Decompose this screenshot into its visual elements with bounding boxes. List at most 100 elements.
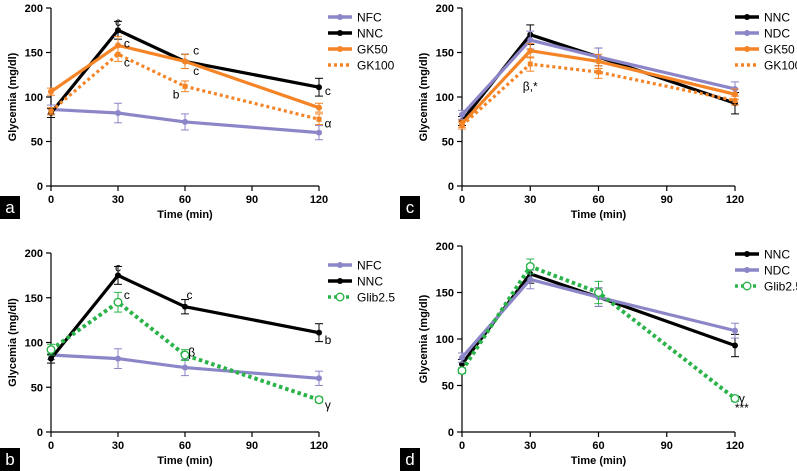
legend-item-nnc: NNC (735, 11, 790, 25)
panel-letter-box (400, 196, 420, 219)
data-point (732, 327, 738, 334)
x-tick-label: 90 (661, 194, 673, 206)
legend-marker (337, 278, 343, 284)
x-tick-label: 30 (112, 440, 124, 452)
legend-label: GK50 (357, 43, 388, 57)
data-point (595, 58, 602, 65)
data-point (182, 83, 188, 89)
legend-item-ndc: NDC (735, 27, 790, 41)
x-tick-label: 120 (310, 440, 328, 452)
panel-d: 0 50 100 150 200 0 30 60 90 120 Time (min) Glycemia… (400, 241, 797, 471)
legend-marker (337, 30, 343, 36)
panel-letter-box (0, 196, 20, 219)
significance-annotation: c (124, 37, 130, 51)
series-nnc (47, 265, 323, 364)
data-point (316, 375, 322, 382)
legend-label: Glib2.5 (764, 280, 797, 294)
legend-item-ndc: NDC (735, 264, 790, 278)
legend-marker (744, 46, 750, 52)
y-tick-label: 100 (25, 338, 43, 350)
x-tick-label: 60 (592, 440, 604, 452)
legend-label: NNC (357, 27, 383, 41)
legend-label: GK50 (764, 43, 795, 57)
significance-annotation: b (325, 333, 332, 347)
x-tick-label: 60 (179, 194, 191, 206)
data-point (594, 288, 604, 298)
panel-letter-text: d (405, 450, 414, 469)
x-tick-label: 120 (310, 194, 328, 206)
x-tick-label: 90 (246, 194, 258, 206)
data-point (316, 104, 322, 111)
y-tick-label: 200 (436, 241, 454, 253)
series-line-glib2-5 (49, 300, 320, 402)
y-tick-label: 200 (436, 3, 454, 15)
y-tick-label: 150 (436, 288, 454, 300)
significance-annotation: c (124, 55, 130, 69)
series-line-gk50 (460, 49, 736, 125)
y-tick-label: 50 (31, 137, 43, 149)
x-tick-label: 60 (592, 194, 604, 206)
data-point (115, 272, 121, 279)
legend-marker (337, 14, 343, 20)
significance-annotation: c (186, 288, 192, 302)
x-tick-label: 90 (661, 440, 673, 452)
data-point (730, 394, 740, 404)
legend-marker (742, 281, 752, 291)
legend-item-glib2-5: Glib2.5 (735, 280, 797, 294)
panel-letter-text: b (5, 450, 14, 469)
legend-item-glib2-5: Glib2.5 (328, 291, 395, 305)
y-axis-title: Glycemia (mg/dl) (418, 294, 430, 383)
panel-letter-box (0, 448, 20, 471)
significance-annotation: c (193, 44, 199, 58)
data-point (459, 111, 465, 118)
legend-label: NNC (357, 275, 383, 289)
data-point (527, 37, 534, 44)
x-tick-label: 0 (48, 194, 54, 206)
legend-item-nnc: NNC (328, 275, 383, 289)
significance-annotation: c (325, 84, 331, 98)
data-point (527, 276, 534, 283)
y-tick-label: 150 (25, 293, 43, 305)
panel-letter-d: d (400, 448, 420, 471)
data-point (316, 116, 322, 122)
legend: NFC NNC Glib2.5 (328, 259, 395, 305)
y-tick-label: 150 (25, 48, 43, 60)
series-line-nfc (50, 107, 320, 135)
y-axis-title: Glycemia (mg/dl) (7, 298, 19, 387)
series-glib2-5 (457, 258, 740, 404)
panel-a: 0 50 100 150 200 0 30 60 90 120 Time (min) Glycemia… (0, 3, 395, 221)
y-tick-label: 100 (436, 92, 454, 104)
legend-marker (335, 292, 345, 302)
legend-label: NFC (357, 11, 382, 25)
x-tick-label: 0 (459, 194, 465, 206)
panel-letter-b: b (0, 448, 20, 471)
y-tick-label: 50 (442, 381, 454, 393)
significance-annotation: b (173, 87, 180, 101)
legend: NNC NDC Glib2.5 (735, 248, 797, 294)
y-axis-title: Glycemia (mg/dl) (418, 52, 430, 141)
legend-item-gk100: GK100 (735, 59, 797, 73)
series-glib2-5 (46, 291, 324, 405)
legend: NFC NNC GK50 GK100 (328, 11, 395, 73)
y-axis-title: Glycemia (mg/dl) (7, 52, 19, 141)
y-tick-label: 0 (448, 181, 454, 193)
legend: NNC NDC GK50 GK100 (735, 11, 797, 73)
series-gk50 (47, 35, 323, 113)
data-point (527, 47, 534, 54)
significance-annotation: γ (325, 398, 331, 412)
series-line-ndc (460, 277, 736, 359)
data-point (115, 51, 121, 57)
data-point (182, 118, 188, 125)
data-point (182, 303, 188, 310)
legend-label: NFC (357, 259, 382, 273)
data-point (314, 395, 324, 405)
data-point (525, 261, 535, 271)
y-tick-label: 200 (25, 3, 43, 15)
significance-annotation: c (115, 15, 121, 29)
significance-annotation: γ (739, 392, 745, 406)
series-nnc (458, 264, 739, 370)
series-gk50 (458, 43, 739, 128)
legend-marker (744, 251, 750, 257)
x-axis-title: Time (min) (571, 455, 627, 467)
data-point (48, 88, 54, 95)
